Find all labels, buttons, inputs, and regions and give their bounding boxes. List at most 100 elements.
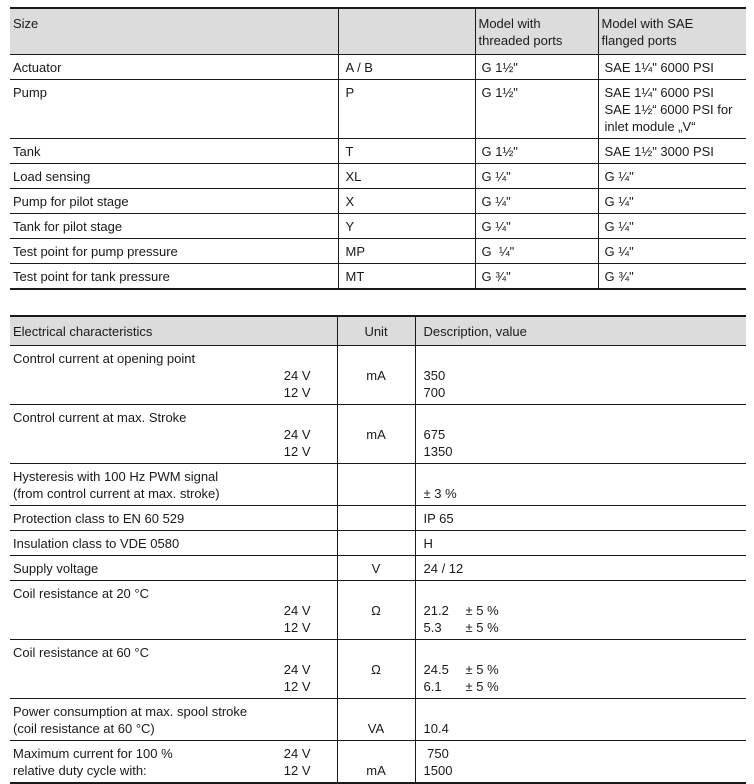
port-label-cell: Tank	[10, 138, 338, 164]
description-line	[424, 644, 747, 661]
sae-flanged-ports-header-cell: Model with SAE flanged ports	[597, 8, 746, 55]
tolerance-value: ± 5 %	[465, 662, 499, 677]
characteristic-line: Maximum current for 100 % 24 V	[13, 745, 337, 762]
description-value: 21.2	[423, 603, 449, 618]
unit-value	[338, 745, 415, 762]
description-value-cell: IP 65	[414, 505, 746, 531]
table-row: Hysteresis with 100 Hz PWM signal (from c…	[10, 463, 747, 506]
voltage-label: 24 V	[283, 368, 311, 383]
characteristic-label: Hysteresis with 100 Hz PWM signal	[13, 469, 219, 484]
electrical-table-body: Control current at opening point 24 V 12 V…	[10, 345, 747, 784]
characteristic-label: Coil resistance at 60 °C	[13, 645, 149, 660]
tolerance-value: ± 5 %	[465, 679, 499, 694]
threaded-port-cell: G 1½"	[474, 79, 598, 139]
threaded-port-cell: G ¼"	[474, 238, 598, 264]
description-value-cell: 24 / 12	[414, 555, 747, 581]
characteristic-cell: Coil resistance at 20 °C 24 V 12 V	[10, 580, 337, 640]
table-row: Control current at opening point 24 V 12 V…	[10, 345, 747, 405]
description-value: ± 3 %	[423, 486, 457, 501]
voltage-label: 12 V	[283, 385, 311, 400]
threaded-port-cell: G 1½"	[474, 54, 598, 80]
size-header-cell: Size	[10, 8, 338, 55]
description-value: H	[423, 536, 433, 551]
electrical-table: Electrical characteristics Unit Descript…	[10, 315, 746, 784]
unit-value	[338, 443, 415, 460]
unit-value	[338, 585, 415, 602]
characteristic-line: 24 V	[13, 367, 337, 384]
unit-header-cell: Unit	[336, 316, 415, 346]
description-value: 5.3	[423, 620, 442, 635]
description-line: 5.3 ± 5 %	[424, 619, 747, 636]
characteristic-label: (from control current at max. stroke)	[13, 486, 220, 501]
characteristic-cell: Maximum current for 100 % 24 V relative du…	[10, 740, 337, 784]
table-row: Control current at max. Stroke 24 V 12 V mA…	[10, 404, 747, 464]
description-value: 700	[423, 385, 446, 400]
characteristic-line: Supply voltage	[13, 560, 337, 577]
unit-value: Ω	[371, 603, 381, 618]
voltage-label: 24 V	[283, 746, 311, 761]
unit-cell	[336, 463, 415, 506]
characteristic-line: Protection class to EN 60 529	[13, 510, 337, 527]
port-code-cell: MP	[337, 238, 475, 264]
voltage-label: 24 V	[283, 662, 311, 677]
characteristic-line: 24 V	[13, 661, 337, 678]
unit-value: mA	[366, 427, 386, 442]
description-value-cell: 10.4	[414, 698, 746, 741]
characteristic-line: Power consumption at max. spool stroke	[13, 703, 337, 720]
unit-value: mA	[366, 368, 386, 383]
port-label-cell: Pump	[10, 79, 338, 139]
unit-value: VA	[367, 721, 385, 736]
characteristic-line: Control current at opening point	[13, 350, 337, 367]
flanged-port-cell: G ¼"	[597, 163, 746, 189]
description-value-cell: H	[414, 530, 746, 556]
unit-value: mA	[366, 763, 386, 778]
characteristic-cell: Supply voltage	[10, 555, 337, 581]
description-line: 675	[424, 426, 747, 443]
unit-value	[338, 678, 415, 695]
port-code-cell: XL	[337, 163, 475, 189]
flanged-port-cell: G ¼"	[597, 213, 746, 239]
characteristic-label: Maximum current for 100 %	[13, 746, 173, 761]
description-line: 21.2 ± 5 %	[424, 602, 747, 619]
description-line	[424, 350, 747, 367]
unit-cell: Ω	[336, 580, 415, 640]
voltage-label: 12 V	[283, 620, 311, 635]
table-row: Maximum current for 100 % 24 V relative du…	[10, 740, 747, 784]
table-row: Tank T G 1½" SAE 1½" 3000 PSI	[10, 138, 746, 164]
flanged-port-cell: SAE 1¼" 6000 PSI SAE 1½“ 6000 PSI for in…	[597, 79, 746, 139]
characteristic-label: Supply voltage	[13, 561, 99, 576]
port-code-cell: P	[337, 79, 475, 139]
characteristic-line: 12 V	[13, 619, 337, 636]
unit-value	[338, 644, 415, 661]
table-row: Test point for pump pressure MP G ¼" G ¼"	[10, 238, 746, 264]
threaded-port-cell: G 1½"	[474, 138, 598, 164]
characteristic-line: 24 V	[13, 426, 337, 443]
voltage-label: 24 V	[283, 603, 311, 618]
characteristic-line: 12 V	[13, 443, 337, 460]
description-value-cell: 21.2 ± 5 % 5.3 ± 5 %	[414, 580, 747, 640]
characteristic-line: 24 V	[13, 602, 337, 619]
description-line: 1350	[424, 443, 747, 460]
description-value-cell: 750 1500	[414, 740, 747, 784]
unit-cell	[336, 530, 415, 556]
characteristic-label: relative duty cycle with:	[13, 763, 147, 778]
unit-cell: Ω	[336, 639, 415, 699]
unit-value	[338, 619, 415, 636]
characteristic-label: Insulation class to VDE 0580	[13, 536, 180, 551]
description-value-header-cell: Description, value	[414, 316, 746, 346]
characteristic-label: Coil resistance at 20 °C	[13, 586, 149, 601]
unit-value	[338, 468, 415, 485]
unit-cell: mA	[336, 740, 415, 784]
description-value: 1350	[423, 444, 453, 459]
description-line: 1500	[424, 762, 747, 779]
table-row: Test point for tank pressure MT G ¾" G ¾"	[10, 263, 746, 290]
characteristic-label: (coil resistance at 60 °C)	[13, 721, 155, 736]
description-line: 24 / 12	[424, 560, 747, 577]
table-row: Load sensing XL G ¼" G ¼"	[10, 163, 746, 189]
unit-value: Ω	[371, 662, 381, 677]
characteristic-label: Control current at opening point	[13, 351, 196, 366]
description-line: ± 3 %	[424, 485, 747, 502]
table-row: Pump for pilot stage X G ¼" G ¼"	[10, 188, 746, 214]
unit-value	[338, 703, 415, 720]
